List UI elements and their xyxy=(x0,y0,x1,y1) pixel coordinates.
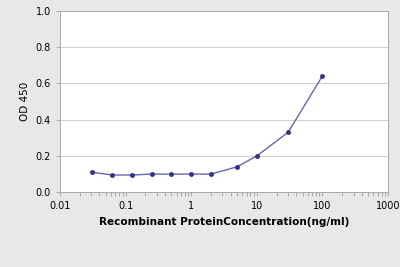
Y-axis label: OD 450: OD 450 xyxy=(20,82,30,121)
X-axis label: Recombinant ProteinConcentration(ng/ml): Recombinant ProteinConcentration(ng/ml) xyxy=(99,217,349,227)
